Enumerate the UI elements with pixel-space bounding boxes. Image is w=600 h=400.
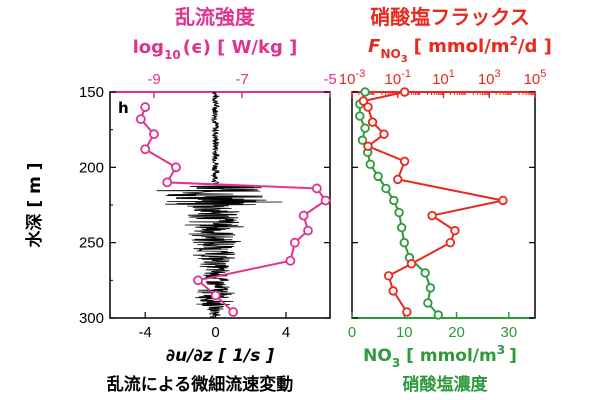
right-bottom-ticks: 0 10 20 30: [348, 312, 517, 341]
nitrate-flux-point: [388, 286, 398, 296]
left-bottom-tick-label: 4: [282, 324, 290, 341]
dissipation-point: [298, 210, 309, 221]
left-bottom-tick-label: -4: [139, 324, 152, 341]
nitrate-concentration-point: [373, 171, 383, 182]
right-bottom-tick-label: 30: [501, 324, 518, 341]
right-top-tick-label: 10-1: [385, 68, 411, 88]
nitrate-flux-point: [427, 210, 437, 221]
left-bottom-title: 乱流による微細流速変動: [107, 374, 294, 395]
dissipation-point: [140, 144, 151, 155]
left-y-tick-label: 150: [79, 84, 104, 101]
nitrate-flux-point: [406, 259, 417, 269]
dissipation-point: [140, 102, 151, 112]
dissipation-point: [303, 225, 313, 236]
dissipation-point: [228, 307, 239, 317]
nitrate-concentration-point: [360, 87, 370, 97]
dissipation-point: [193, 275, 203, 286]
right-bottom-tick-label: 10: [396, 324, 413, 341]
nitrate-concentration-point: [423, 298, 433, 308]
nitrate-flux-point: [358, 96, 369, 106]
nitrate-flux-point: [450, 225, 460, 236]
nitrate-flux-line: [361, 91, 504, 313]
right-plot-frame: [351, 91, 536, 319]
right-top-axis-label: FNO3[ mmol/m2/d ]: [368, 34, 552, 65]
nitrate-concentration-point: [381, 183, 391, 194]
left-y-tick-label: 200: [79, 159, 104, 176]
nitrate-flux-point: [383, 271, 394, 281]
right-panel: 硝酸塩フラックス FNO3[ mmol/m2/d ] 10-3 10-1 101 10…: [339, 5, 552, 395]
nitrate-flux-point: [399, 87, 410, 97]
nitrate-concentration-series: [355, 87, 443, 320]
left-y-tick-label: 250: [79, 235, 104, 252]
left-y-ticks: 150 200 250 300: [79, 84, 330, 327]
dissipation-point: [171, 162, 181, 173]
dissipation-point: [210, 290, 221, 301]
y-axis-label: 水深 [ m ]: [24, 162, 45, 247]
dissipation-point: [149, 129, 159, 140]
nitrate-concentration-point: [357, 135, 368, 145]
nitrate-flux-point: [379, 129, 389, 139]
nitrate-flux-point: [363, 141, 373, 151]
dissipation-point: [311, 183, 322, 194]
nitrate-concentration-point: [425, 283, 436, 293]
nitrate-flux-point: [399, 156, 410, 167]
left-bottom-axis-label: ∂u/∂z [ 1/s ]: [166, 346, 274, 366]
right-title: 硝酸塩フラックス: [370, 5, 529, 29]
dissipation-point: [135, 114, 146, 125]
left-top-tick-label: -9: [147, 71, 160, 88]
left-title: 乱流強度: [175, 5, 256, 29]
nitrate-concentration-point: [399, 237, 409, 248]
dissipation-line: [139, 106, 328, 313]
right-top-tick-label: 105: [524, 68, 547, 88]
nitrate-concentration-point: [396, 222, 407, 233]
velocity-shear-trace: [156, 91, 283, 319]
right-top-tick-label: 103: [478, 68, 501, 88]
nitrate-concentration-point: [420, 268, 430, 278]
nitrate-flux-point: [393, 174, 403, 185]
left-y-tick-label: 300: [79, 310, 104, 327]
nitrate-concentration-point: [394, 207, 404, 218]
nitrate-concentration-point: [389, 195, 399, 206]
dissipation-point: [320, 195, 331, 206]
right-top-tick-label: 101: [432, 68, 455, 88]
nitrate-concentration-point: [360, 123, 370, 133]
nitrate-concentration-point: [365, 159, 375, 170]
right-bottom-tick-label: 0: [348, 324, 356, 341]
nitrate-flux-series: [358, 87, 508, 317]
nitrate-flux-point: [402, 307, 412, 317]
dissipation-point: [285, 255, 296, 266]
right-bottom-tick-label: 20: [448, 324, 465, 341]
nitrate-concentration-point: [355, 111, 365, 121]
right-y-ticks: [352, 91, 535, 319]
nitrate-flux-point: [498, 195, 508, 206]
left-top-axis-label: log10 (ϵ) [ W/kg ]: [133, 37, 298, 62]
left-bottom-tick-label: 0: [211, 324, 219, 341]
left-top-tick-label: -7: [235, 71, 248, 88]
left-top-ticks: -9 -7 -5: [147, 71, 337, 98]
right-top-ticks: 10-3 10-1 101 103 105: [339, 68, 547, 98]
right-bottom-title: 硝酸塩濃度: [403, 374, 489, 395]
dissipation-series: [135, 102, 331, 317]
dissipation-point: [289, 237, 300, 248]
panel-letter: h: [118, 99, 129, 117]
left-top-tick-label: -5: [323, 71, 336, 88]
right-top-tick-label: 10-3: [339, 68, 365, 88]
dissipation-point: [162, 177, 173, 188]
left-panel: 乱流強度 log10 (ϵ) [ W/kg ] 150 200 250 300 -9 -7…: [24, 5, 337, 395]
nitrate-flux-point: [445, 237, 456, 248]
right-bottom-axis-label: NO3[ mmol/m3]: [363, 343, 517, 370]
nitrate-flux-point: [367, 117, 378, 127]
nitrate-flux-point: [363, 102, 373, 112]
nitrate-concentration-point: [433, 310, 443, 320]
